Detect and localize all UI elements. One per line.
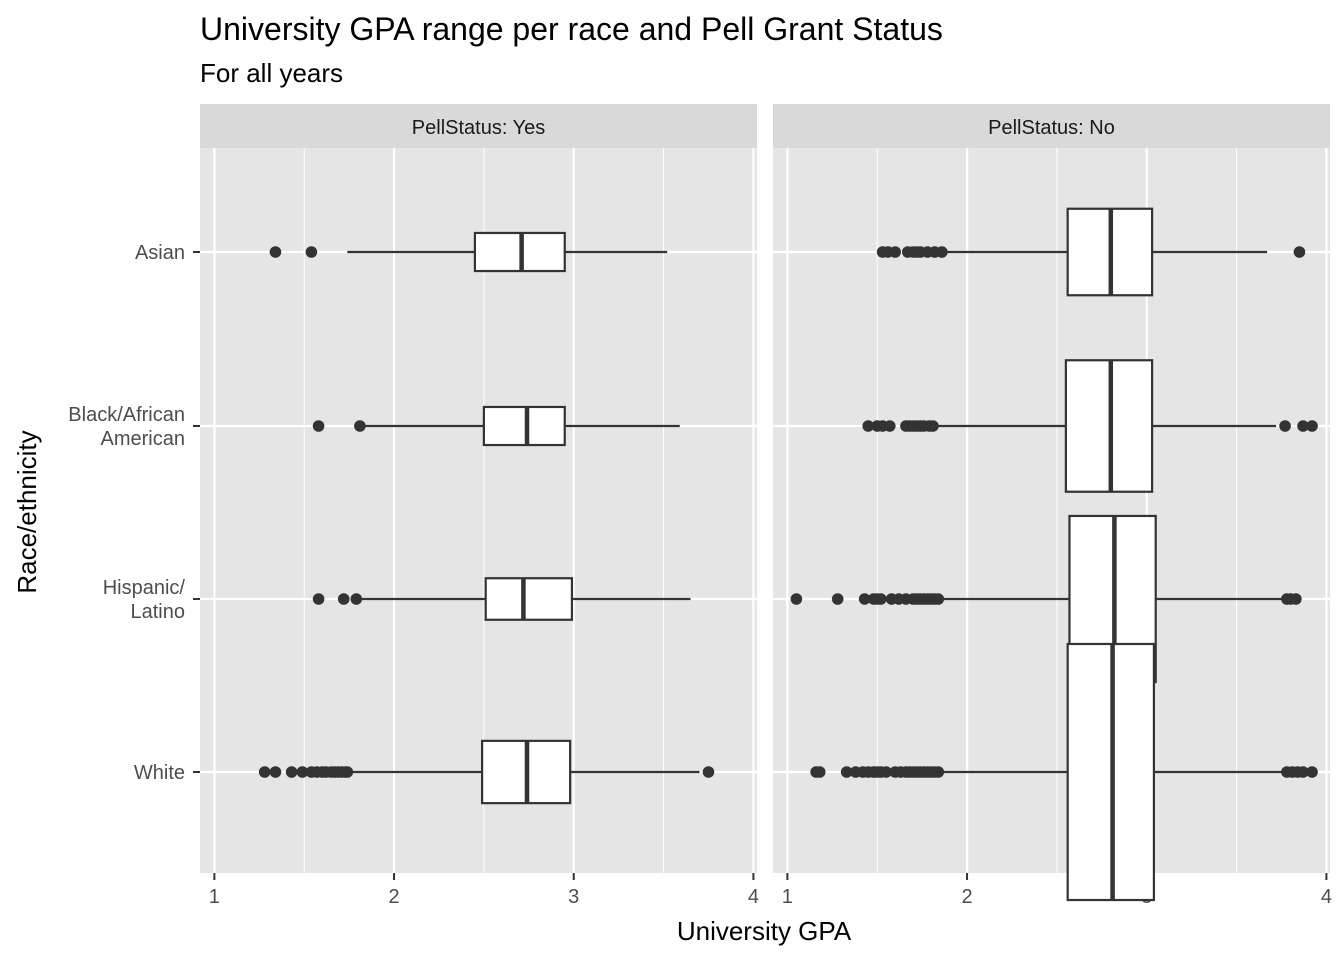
facet-strip — [773, 104, 1330, 148]
facet-strip — [200, 104, 757, 148]
y-axis-labels: Asian Black/African American Hispanic/Latin… — [68, 242, 200, 784]
y-tick-label: Black/African American — [68, 404, 185, 450]
outlier-point — [269, 766, 282, 778]
boxplot — [810, 642, 1318, 902]
outlier-point — [305, 246, 318, 258]
facet-panels: PellStatus: Yes 1 2 3 4 PellStatus: No 1 2 3 4 — [200, 104, 1332, 908]
outlier-point — [1297, 766, 1309, 778]
outlier-point — [858, 593, 871, 605]
outlier-point — [840, 766, 853, 778]
y-tick-label: Asian — [135, 242, 185, 264]
box-iqr — [482, 405, 566, 447]
y-tick-label: White — [134, 762, 185, 784]
outlier-point — [702, 766, 715, 778]
y-tick-label-line: Asian — [135, 242, 185, 264]
y-tick-label-line: Latino — [131, 601, 186, 623]
panel-background — [773, 148, 1330, 873]
outlier-point — [1306, 420, 1318, 432]
x-tick-label: 1 — [209, 886, 220, 908]
outlier-point — [790, 593, 803, 605]
x-axis-title: University GPA — [677, 916, 852, 946]
x-tick-label: 1 — [782, 886, 793, 908]
outlier-point — [258, 766, 271, 778]
outlier-point — [337, 593, 350, 605]
outlier-point — [285, 766, 298, 778]
outlier-point — [312, 420, 325, 432]
outlier-point — [312, 593, 325, 605]
boxplot — [258, 739, 715, 805]
outlier-point — [813, 766, 826, 778]
outlier-point — [831, 593, 844, 605]
facet-strip-label: PellStatus: No — [988, 117, 1115, 139]
y-tick-label-line: Black/African — [68, 404, 185, 426]
boxplot — [312, 405, 680, 447]
boxplot — [269, 231, 668, 273]
outlier-point — [883, 420, 896, 432]
y-tick-label-line: Hispanic/ — [103, 577, 186, 599]
outlier-point — [862, 420, 875, 432]
outlier-point — [1297, 420, 1309, 432]
outlier-point — [1279, 420, 1291, 432]
x-tick-label: 3 — [568, 886, 579, 908]
outlier-point — [932, 593, 945, 605]
outlier-point — [875, 593, 887, 605]
y-tick-label-line: American — [101, 428, 185, 450]
box-iqr — [484, 577, 574, 621]
outlier-point — [932, 766, 945, 778]
outlier-point — [350, 593, 363, 605]
chart-subtitle: For all years — [200, 58, 343, 88]
y-tick-label-line: White — [134, 762, 185, 784]
outlier-point — [354, 420, 366, 432]
outlier-point — [880, 766, 892, 778]
outlier-point — [1306, 766, 1318, 778]
outlier-point — [927, 420, 939, 432]
boxplot — [312, 577, 691, 621]
outlier-point — [1293, 246, 1306, 258]
outlier-point — [889, 246, 901, 258]
x-tick-label: 2 — [961, 886, 972, 908]
facet-panel: PellStatus: Yes 1 2 3 4 — [200, 104, 759, 908]
outlier-point — [1290, 593, 1302, 605]
y-tick-label: Hispanic/Latino — [103, 577, 186, 623]
outlier-point — [296, 766, 309, 778]
outlier-point — [341, 766, 354, 778]
boxplot — [876, 207, 1306, 297]
facet-strip-label: PellStatus: Yes — [412, 117, 545, 139]
boxplot — [862, 359, 1318, 493]
y-axis-title: Race/ethnicity — [12, 430, 42, 593]
chart-title: University GPA range per race and Pell G… — [200, 11, 943, 47]
outlier-point — [936, 246, 948, 258]
x-tick-label: 2 — [388, 886, 399, 908]
outlier-point — [269, 246, 282, 258]
x-tick-label: 4 — [1321, 886, 1332, 908]
facet-panel: PellStatus: No1234 — [773, 104, 1332, 908]
x-tick-label: 4 — [748, 886, 759, 908]
